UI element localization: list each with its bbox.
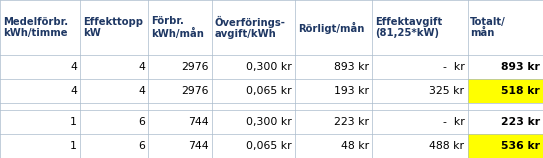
Bar [295, 110, 372, 134]
Bar [80, 55, 148, 79]
Bar [80, 103, 148, 110]
Text: 6: 6 [138, 141, 145, 151]
Bar [468, 55, 543, 79]
Text: 893 kr: 893 kr [501, 62, 540, 72]
Bar [372, 55, 468, 79]
Bar [80, 110, 148, 134]
Text: 1: 1 [70, 117, 77, 127]
Text: 48 kr: 48 kr [341, 141, 369, 151]
Text: 518 kr: 518 kr [501, 86, 540, 96]
Text: 4: 4 [70, 86, 77, 96]
Text: 223 kr: 223 kr [334, 117, 369, 127]
Text: 4: 4 [138, 86, 145, 96]
Text: Effektavgift
(81,25*kW): Effektavgift (81,25*kW) [375, 17, 442, 38]
Bar [212, 134, 295, 158]
Text: 0,300 kr: 0,300 kr [246, 62, 292, 72]
Bar [0, 79, 80, 103]
Bar [372, 103, 468, 110]
Text: 893 kr: 893 kr [334, 62, 369, 72]
Text: 0,065 kr: 0,065 kr [246, 86, 292, 96]
Bar [468, 103, 543, 110]
Bar [80, 79, 148, 103]
Text: 536 kr: 536 kr [501, 141, 540, 151]
Bar [295, 79, 372, 103]
Bar [295, 103, 372, 110]
Bar [372, 79, 468, 103]
Text: 744: 744 [188, 141, 209, 151]
Bar [0, 134, 80, 158]
Text: 325 kr: 325 kr [430, 86, 464, 96]
Text: 1: 1 [70, 141, 77, 151]
Text: 2976: 2976 [181, 62, 209, 72]
Bar [148, 110, 212, 134]
Bar [372, 134, 468, 158]
Bar [148, 79, 212, 103]
Bar [148, 55, 212, 79]
Text: 2976: 2976 [181, 86, 209, 96]
Bar [212, 79, 295, 103]
Bar [0, 110, 80, 134]
Text: -  kr: - kr [443, 117, 464, 127]
Text: 744: 744 [188, 117, 209, 127]
Bar [295, 55, 372, 79]
Bar [295, 134, 372, 158]
Text: Förbr.
kWh/mån: Förbr. kWh/mån [151, 16, 204, 39]
Text: 4: 4 [138, 62, 145, 72]
Bar [212, 110, 295, 134]
Bar [0, 55, 80, 79]
Text: 4: 4 [70, 62, 77, 72]
Bar [468, 79, 543, 103]
Text: 193 kr: 193 kr [334, 86, 369, 96]
Bar [80, 134, 148, 158]
Text: Medelförbr.
kWh/timme: Medelförbr. kWh/timme [3, 17, 68, 38]
Bar [148, 134, 212, 158]
Text: 0,300 kr: 0,300 kr [246, 117, 292, 127]
Text: -  kr: - kr [443, 62, 464, 72]
Text: 0,065 kr: 0,065 kr [246, 141, 292, 151]
Text: Totalt/
mån: Totalt/ mån [470, 17, 506, 38]
Bar [468, 110, 543, 134]
Text: Överförings-
avgift/kWh: Överförings- avgift/kWh [214, 16, 286, 39]
Bar [212, 55, 295, 79]
Text: 488 kr: 488 kr [430, 141, 464, 151]
Bar [0, 103, 80, 110]
Bar [468, 134, 543, 158]
Bar [372, 110, 468, 134]
Bar [212, 103, 295, 110]
Text: 6: 6 [138, 117, 145, 127]
Text: 223 kr: 223 kr [501, 117, 540, 127]
Bar [148, 103, 212, 110]
Bar [0, 0, 543, 55]
Text: Effekttopp
kW: Effekttopp kW [83, 17, 143, 38]
Text: Rörligt/mån: Rörligt/mån [298, 21, 364, 33]
